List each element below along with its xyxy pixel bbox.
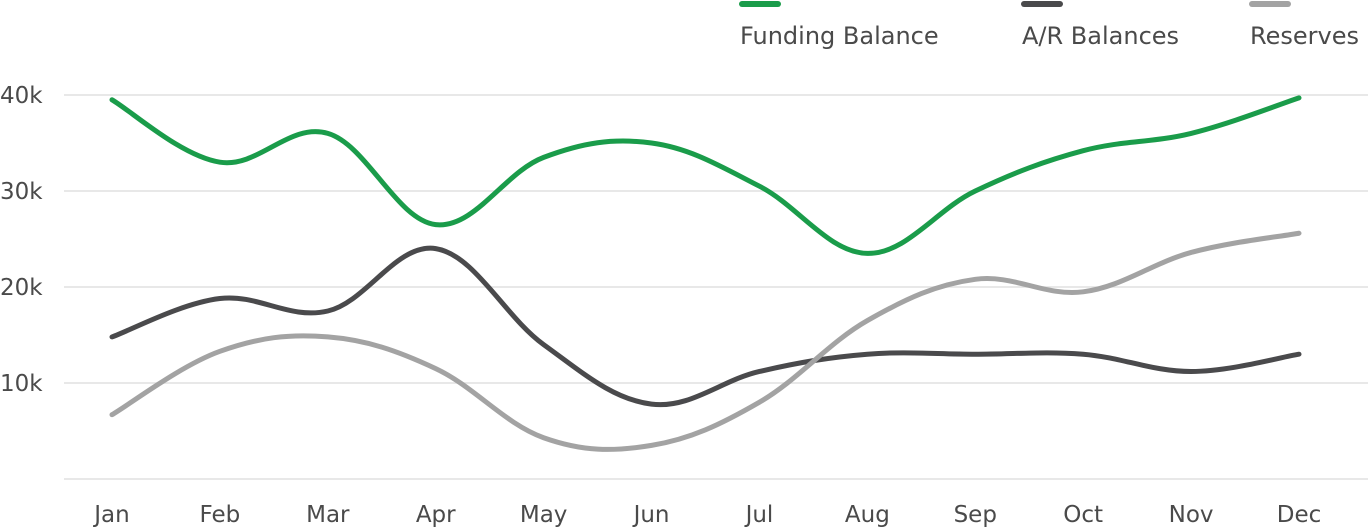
- y-tick-label: 20k: [0, 275, 43, 301]
- x-tick-label: Aug: [845, 502, 890, 528]
- legend-label: A/R Balances: [1022, 22, 1179, 50]
- x-tick-label: Jan: [92, 502, 129, 528]
- y-tick-label: 40k: [0, 83, 43, 109]
- series-line-funding-balance: [109, 95, 1302, 256]
- y-axis-ticks: 10k 20k 30k 40k: [0, 83, 43, 397]
- legend-label: Reserves: [1250, 22, 1359, 50]
- y-tick-label: 30k: [0, 179, 43, 205]
- x-tick-label: Sep: [954, 502, 997, 528]
- x-tick-label: Apr: [416, 502, 456, 528]
- x-tick-label: Mar: [306, 502, 350, 528]
- legend-item-funding-balance: Funding Balance: [739, 1, 939, 50]
- series-lines: [109, 95, 1302, 452]
- legend: Funding Balance A/R Balances Reserves: [739, 1, 1359, 50]
- legend-item-reserves: Reserves: [1249, 1, 1359, 50]
- series-line-a-r-balances: [109, 245, 1302, 408]
- series-line-reserves: [109, 230, 1302, 452]
- x-tick-label: Jun: [632, 502, 670, 528]
- y-tick-label: 10k: [0, 371, 43, 397]
- x-tick-label: May: [520, 502, 568, 528]
- x-tick-label: Nov: [1169, 502, 1214, 528]
- x-tick-label: Jul: [744, 502, 774, 528]
- x-tick-label: Oct: [1063, 502, 1103, 528]
- grid: [64, 94, 1368, 480]
- x-axis-ticks: Jan Feb Mar Apr May Jun Jul Aug Sep Oct Nov Dec: [92, 502, 1321, 528]
- x-tick-label: Feb: [200, 502, 241, 528]
- x-tick-label: Dec: [1277, 502, 1322, 528]
- legend-item-a-r-balances: A/R Balances: [1021, 1, 1179, 50]
- legend-label: Funding Balance: [740, 22, 939, 50]
